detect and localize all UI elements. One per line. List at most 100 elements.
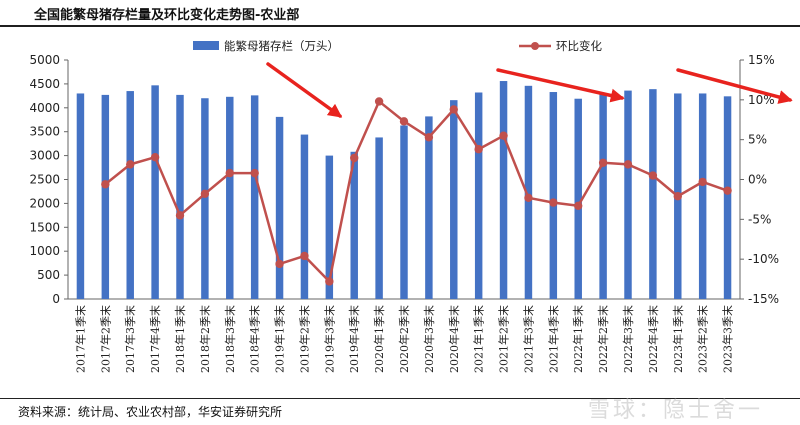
legend-label-line: 环比变化 [556, 39, 602, 53]
x-tick-label: 2020年2季末 [397, 305, 411, 373]
bar [549, 92, 558, 299]
source-divider [0, 398, 800, 399]
x-tick-label: 2021年2季末 [497, 305, 511, 373]
line-point [101, 180, 110, 189]
chart-svg: 能繁母猪存栏（万头） 环比变化 2017年1季末 2017年2季末 2017年3季末… [29, 39, 793, 373]
x-tick-label: 2021年3季末 [521, 305, 535, 373]
left-y-tick-label: 2500 [29, 173, 60, 187]
line-point [723, 186, 732, 195]
x-tick-label: 2020年4季末 [447, 305, 461, 373]
line-point [648, 171, 658, 180]
bar [176, 94, 184, 299]
x-tick-label: 2019年3季末 [322, 305, 336, 373]
right-y-tick-label: -15% [748, 292, 779, 306]
right-y-tick-label: 5% [748, 133, 767, 147]
x-tick-label: 2023年3季末 [721, 305, 735, 373]
bar [226, 96, 234, 299]
watermark: 雪球：隐士舍一 [588, 398, 764, 423]
legend-label-bars: 能繁母猪存栏（万头） [224, 39, 339, 53]
bar [350, 151, 358, 299]
x-tick-label: 2019年4季末 [347, 305, 361, 373]
line-point [300, 251, 309, 261]
x-tick-label: 2022年2季末 [596, 305, 610, 373]
bar [126, 91, 134, 299]
x-tick-label: 2022年4季末 [646, 305, 660, 373]
x-tick-label: 2023年2季末 [696, 305, 710, 373]
bar [599, 94, 607, 299]
left-y-axis-ticks: 0 500 1000 1500 2000 2500 3000 3500 4000 4500 5000 [29, 53, 68, 306]
line-point [574, 201, 583, 210]
line-point [399, 117, 409, 126]
bar [698, 93, 707, 300]
left-y-tick-label: 4500 [29, 77, 60, 91]
x-tick-label: 2021年4季末 [546, 305, 560, 373]
line-point [150, 152, 160, 162]
line-point [673, 192, 682, 201]
annotation-arrows [266, 62, 793, 118]
left-y-tick-label: 1000 [29, 244, 60, 258]
line-point [175, 211, 185, 220]
bar [425, 116, 433, 300]
bar [649, 89, 657, 299]
bar [201, 98, 209, 300]
right-y-tick-label: -5% [748, 212, 771, 226]
bar [524, 85, 533, 299]
title-divider [0, 25, 800, 27]
x-tick-label: 2017年4季末 [148, 305, 162, 373]
bar [76, 93, 85, 300]
x-axis-ticks: 2017年1季末 2017年2季末 2017年3季末 2017年4季末 2018年1季末… [73, 305, 734, 373]
annotation-arrow [676, 68, 793, 104]
annotation-arrow [496, 68, 625, 103]
line-point [275, 259, 284, 269]
line-point [598, 158, 608, 167]
x-tick-label: 2017年2季末 [98, 305, 112, 373]
legend: 能繁母猪存栏（万头） 环比变化 [193, 39, 602, 53]
line-point [449, 105, 458, 114]
line-point [250, 168, 259, 178]
x-tick-label: 2018年4季末 [248, 305, 262, 373]
x-tick-label: 2019年1季末 [273, 305, 287, 373]
left-y-tick-label: 1500 [29, 220, 60, 234]
left-y-tick-label: 3000 [29, 149, 60, 163]
line-point [499, 131, 508, 140]
left-y-tick-label: 500 [37, 268, 60, 282]
x-tick-label: 2018年1季末 [173, 305, 187, 373]
bar [400, 125, 408, 300]
line-path [104, 100, 728, 283]
x-tick-label: 2018年2季末 [198, 305, 212, 373]
legend-swatch-bars [193, 41, 219, 50]
source-note: 资料来源：统计局、农业农村部，华安证券研究所 [18, 405, 283, 419]
left-y-tick-label: 2000 [29, 196, 60, 210]
line-series [101, 97, 732, 286]
right-y-axis-ticks: -15% -10% -5% 0% 5% 10% 15% [740, 53, 779, 306]
legend-swatch-marker [531, 42, 539, 50]
bar [325, 155, 334, 299]
line-point [474, 145, 483, 154]
line-point [374, 97, 384, 106]
line-point [126, 160, 135, 169]
bar-series [76, 81, 732, 300]
annotation-arrow [266, 62, 343, 118]
bar [375, 137, 383, 299]
line-point [325, 277, 334, 286]
x-tick-label: 2017年1季末 [73, 305, 87, 373]
left-y-tick-label: 5000 [29, 53, 60, 67]
line-point [549, 198, 558, 207]
x-tick-label: 2019年2季末 [297, 305, 311, 373]
left-y-tick-label: 3500 [29, 125, 60, 139]
left-y-tick-label: 0 [52, 292, 60, 306]
line-point [524, 193, 533, 203]
left-y-tick-label: 4000 [29, 101, 60, 115]
right-y-tick-label: 0% [748, 173, 767, 187]
line-point [350, 153, 359, 163]
x-tick-label: 2017年3季末 [123, 305, 137, 373]
x-tick-label: 2020年3季末 [422, 305, 436, 373]
right-y-tick-label: 15% [748, 53, 775, 67]
bar [275, 116, 284, 299]
bar [499, 81, 508, 299]
line-point [623, 160, 633, 169]
line-point [225, 168, 234, 178]
bar [300, 134, 309, 299]
bar [624, 90, 632, 299]
right-y-tick-label: 10% [748, 93, 775, 107]
